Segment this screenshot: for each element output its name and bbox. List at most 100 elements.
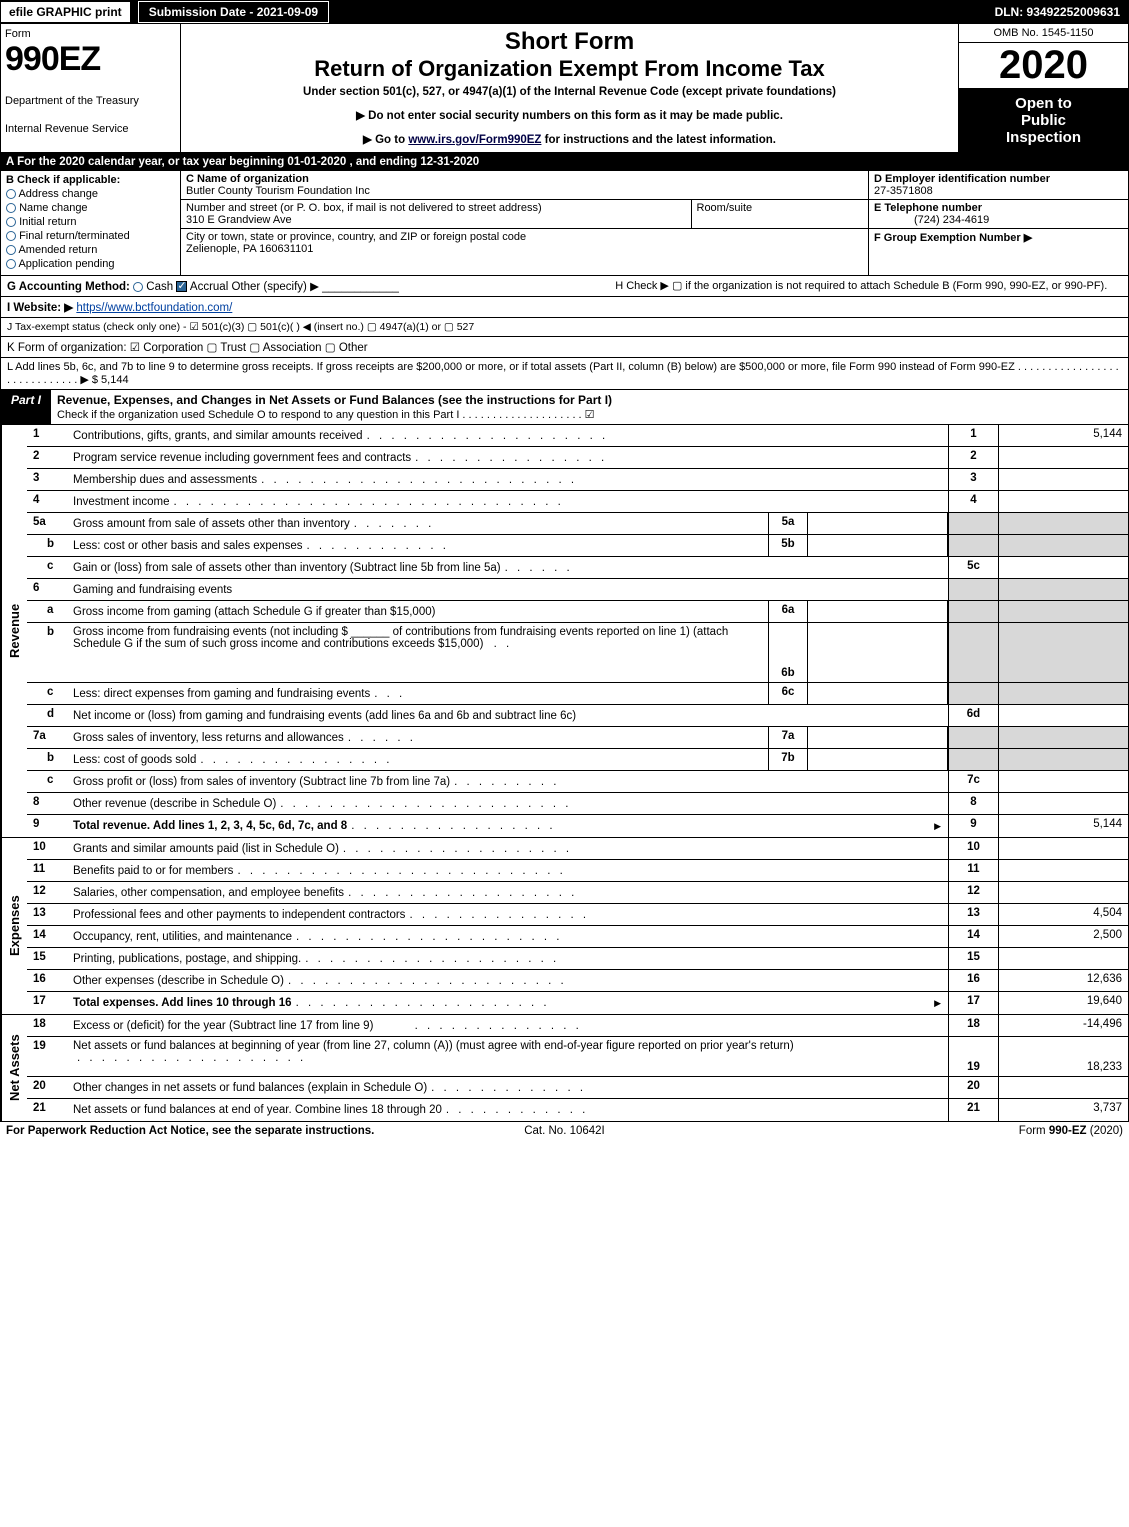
desc-text: Gross amount from sale of assets other t… — [73, 518, 350, 530]
lineno: 9 — [948, 815, 998, 837]
footer-left: For Paperwork Reduction Act Notice, see … — [6, 1125, 378, 1137]
part1-title: Revenue, Expenses, and Changes in Net As… — [51, 390, 1128, 424]
value — [998, 705, 1128, 726]
row-12: 12 Salaries, other compensation, and emp… — [27, 882, 1128, 904]
dots: . . . . . . . . . . . . . . . . — [196, 754, 764, 766]
chk-final-return[interactable]: Final return/terminated — [6, 230, 175, 242]
mini-value — [808, 535, 948, 556]
lineno: 12 — [948, 882, 998, 903]
num: 14 — [27, 926, 69, 947]
lineno: 17 — [948, 992, 998, 1014]
dots: . . . . . . . . . . . . . . . . . . . . … — [292, 997, 932, 1009]
col-b-checkboxes: B Check if applicable: Address change Na… — [1, 171, 181, 275]
efile-print-button[interactable]: efile GRAPHIC print — [1, 2, 130, 22]
e-phone: E Telephone number (724) 234-4619 — [869, 200, 1128, 229]
desc-text: Gross profit or (loss) from sales of inv… — [73, 776, 450, 788]
num: 18 — [27, 1015, 69, 1036]
dots: . . . . . . . . . . . . . . . . . . . . — [363, 430, 944, 442]
dept-irs: Internal Revenue Service — [5, 123, 176, 135]
desc-text: Gaming and fundraising events — [73, 584, 232, 596]
g-accrual-check[interactable] — [176, 281, 187, 292]
dots: . . . . . . — [501, 562, 944, 574]
desc: Net assets or fund balances at end of ye… — [69, 1099, 948, 1121]
c-street-label: Number and street (or P. O. box, if mail… — [186, 202, 542, 214]
expenses-grid: Expenses 10 Grants and similar amounts p… — [0, 838, 1129, 1015]
dots: . . . . . . . . . . . . . . . . . . . — [73, 1052, 310, 1064]
dots: . . — [483, 638, 516, 650]
num: c — [27, 771, 69, 792]
g-label: G Accounting Method: — [7, 281, 130, 293]
num: c — [27, 557, 69, 578]
goto-suffix: for instructions and the latest informat… — [545, 134, 776, 146]
num: 11 — [27, 860, 69, 881]
lineno-shade — [948, 623, 998, 682]
lineno-shade — [948, 579, 998, 600]
line-l-gross-receipts: L Add lines 5b, 6c, and 7b to line 9 to … — [0, 358, 1129, 390]
num: 17 — [27, 992, 69, 1014]
row-16: 16 Other expenses (describe in Schedule … — [27, 970, 1128, 992]
num: 9 — [27, 815, 69, 837]
value — [998, 447, 1128, 468]
row-15: 15 Printing, publications, postage, and … — [27, 948, 1128, 970]
chk-label: Initial return — [19, 216, 76, 228]
desc-text: Total revenue. Add lines 1, 2, 3, 4, 5c,… — [73, 820, 347, 832]
desc: Less: cost of goods sold. . . . . . . . … — [69, 749, 768, 770]
desc: Net income or (loss) from gaming and fun… — [69, 705, 948, 726]
desc-text: Investment income — [73, 496, 170, 508]
dots: . . . . . . . . . . . . . . . . . . . . … — [233, 865, 944, 877]
num: 2 — [27, 447, 69, 468]
tax-year: 2020 — [959, 43, 1128, 89]
desc-text: Gross income from gaming (attach Schedul… — [73, 606, 435, 618]
part1-check-text: Check if the organization used Schedule … — [57, 409, 595, 421]
row-14: 14 Occupancy, rent, utilities, and maint… — [27, 926, 1128, 948]
col-c-org-details: C Name of organization Butler County Tou… — [181, 171, 868, 275]
f-group-exemption: F Group Exemption Number ▶ — [869, 229, 1128, 246]
chk-name-change[interactable]: Name change — [6, 202, 175, 214]
desc-text: Grants and similar amounts paid (list in… — [73, 843, 339, 855]
value-shade — [998, 623, 1128, 682]
row-3: 3 Membership dues and assessments. . . .… — [27, 469, 1128, 491]
row-7a: 7a Gross sales of inventory, less return… — [27, 727, 1128, 749]
desc-text: Net assets or fund balances at end of ye… — [73, 1104, 442, 1116]
value — [998, 557, 1128, 578]
title-main: Return of Organization Exempt From Incom… — [189, 56, 950, 82]
g-cash-radio[interactable] — [133, 282, 143, 292]
row-6c: c Less: direct expenses from gaming and … — [27, 683, 1128, 705]
desc: Less: cost or other basis and sales expe… — [69, 535, 768, 556]
desc-text: Other changes in net assets or fund bala… — [73, 1082, 427, 1094]
ssn-warning: ▶ Do not enter social security numbers o… — [189, 108, 950, 122]
row-20: 20 Other changes in net assets or fund b… — [27, 1077, 1128, 1099]
num: 16 — [27, 970, 69, 991]
num: 1 — [27, 425, 69, 446]
desc: Occupancy, rent, utilities, and maintena… — [69, 926, 948, 947]
chk-initial-return[interactable]: Initial return — [6, 216, 175, 228]
chk-application-pending[interactable]: Application pending — [6, 258, 175, 270]
num: c — [27, 683, 69, 704]
value-shade — [998, 749, 1128, 770]
dots: . . . . . . . . . . . . . . . . — [411, 452, 944, 464]
lineno: 7c — [948, 771, 998, 792]
num: 21 — [27, 1099, 69, 1121]
expenses-body: 10 Grants and similar amounts paid (list… — [27, 838, 1128, 1014]
lineno-shade — [948, 749, 998, 770]
line-k-org-form: K Form of organization: ☑ Corporation ▢ … — [0, 337, 1129, 358]
row-7c: c Gross profit or (loss) from sales of i… — [27, 771, 1128, 793]
mini-value — [808, 623, 948, 682]
value — [998, 469, 1128, 490]
dots: . . . . . . . . . . . . . . . . . . . . … — [257, 474, 944, 486]
desc: Less: direct expenses from gaming and fu… — [69, 683, 768, 704]
irs-link[interactable]: www.irs.gov/Form990EZ — [408, 134, 541, 146]
chk-amended-return[interactable]: Amended return — [6, 244, 175, 256]
revenue-body: 1 Contributions, gifts, grants, and simi… — [27, 425, 1128, 837]
open-to-public-inspection: Open to Public Inspection — [959, 89, 1128, 152]
inspection-line3: Inspection — [1006, 129, 1081, 146]
desc-text: Gross sales of inventory, less returns a… — [73, 732, 344, 744]
row-2: 2 Program service revenue including gove… — [27, 447, 1128, 469]
desc: Total expenses. Add lines 10 through 16.… — [69, 992, 948, 1014]
lineno: 10 — [948, 838, 998, 859]
dots: . . . . . . — [344, 732, 764, 744]
chk-address-change[interactable]: Address change — [6, 188, 175, 200]
website-link[interactable]: https//www.bctfoundation.com/ — [76, 302, 232, 314]
col-def: D Employer identification number 27-3571… — [868, 171, 1128, 275]
value — [998, 491, 1128, 512]
